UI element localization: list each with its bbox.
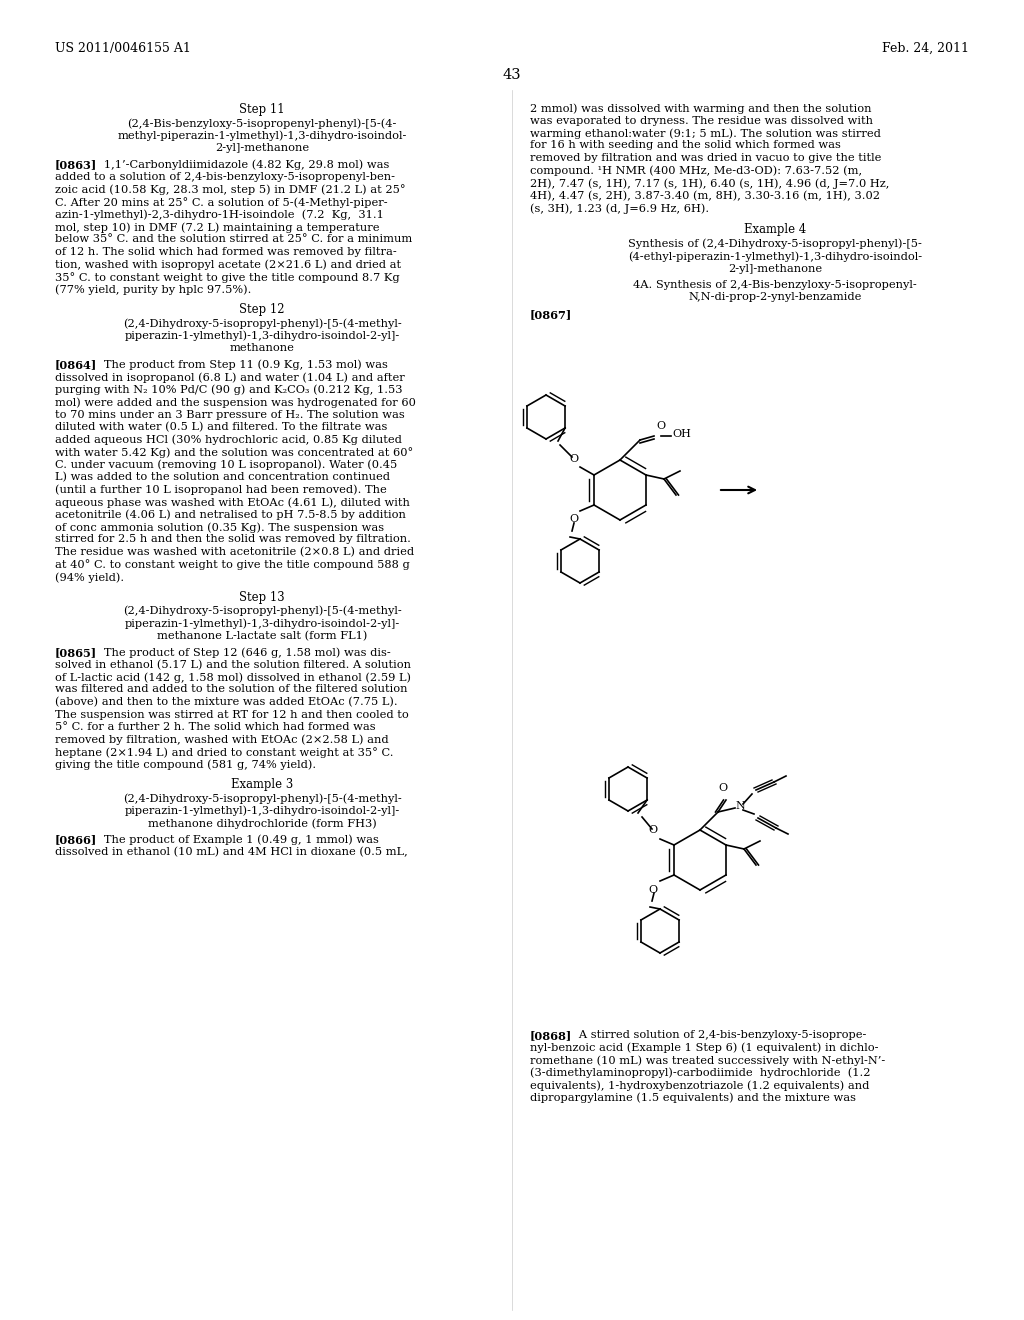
Text: N: N	[735, 801, 744, 810]
Text: 2 mmol) was dissolved with warming and then the solution: 2 mmol) was dissolved with warming and t…	[530, 103, 871, 114]
Text: O: O	[719, 783, 728, 793]
Text: 2-yl]-methanone: 2-yl]-methanone	[215, 143, 309, 153]
Text: Step 13: Step 13	[240, 590, 285, 603]
Text: 4A. Synthesis of 2,4-Bis-benzyloxy-5-isopropenyl-: 4A. Synthesis of 2,4-Bis-benzyloxy-5-iso…	[633, 280, 916, 290]
Text: nyl-benzoic acid (Example 1 Step 6) (1 equivalent) in dichlo-: nyl-benzoic acid (Example 1 Step 6) (1 e…	[530, 1043, 879, 1053]
Text: was evaporated to dryness. The residue was dissolved with: was evaporated to dryness. The residue w…	[530, 116, 873, 125]
Text: solved in ethanol (5.17 L) and the solution filtered. A solution: solved in ethanol (5.17 L) and the solut…	[55, 660, 411, 669]
Text: (2,4-Dihydroxy-5-isopropyl-phenyl)-[5-(4-methyl-: (2,4-Dihydroxy-5-isopropyl-phenyl)-[5-(4…	[123, 318, 401, 329]
Text: Synthesis of (2,4-Dihydroxy-5-isopropyl-phenyl)-[5-: Synthesis of (2,4-Dihydroxy-5-isopropyl-…	[628, 239, 922, 249]
Text: zoic acid (10.58 Kg, 28.3 mol, step 5) in DMF (21.2 L) at 25°: zoic acid (10.58 Kg, 28.3 mol, step 5) i…	[55, 185, 406, 195]
Text: of conc ammonia solution (0.35 Kg). The suspension was: of conc ammonia solution (0.35 Kg). The …	[55, 521, 384, 532]
Text: was filtered and added to the solution of the filtered solution: was filtered and added to the solution o…	[55, 685, 408, 694]
Text: stirred for 2.5 h and then the solid was removed by filtration.: stirred for 2.5 h and then the solid was…	[55, 535, 411, 544]
Text: methanone: methanone	[229, 343, 295, 352]
Text: dipropargylamine (1.5 equivalents) and the mixture was: dipropargylamine (1.5 equivalents) and t…	[530, 1093, 856, 1104]
Text: 43: 43	[503, 69, 521, 82]
Text: mol, step 10) in DMF (7.2 L) maintaining a temperature: mol, step 10) in DMF (7.2 L) maintaining…	[55, 222, 380, 232]
Text: removed by filtration, washed with EtOAc (2×2.58 L) and: removed by filtration, washed with EtOAc…	[55, 734, 389, 744]
Text: below 35° C. and the solution stirred at 25° C. for a minimum: below 35° C. and the solution stirred at…	[55, 235, 413, 244]
Text: (above) and then to the mixture was added EtOAc (7.75 L).: (above) and then to the mixture was adde…	[55, 697, 397, 708]
Text: [0867]: [0867]	[530, 309, 572, 319]
Text: Example 4: Example 4	[743, 223, 806, 236]
Text: dissolved in isopropanol (6.8 L) and water (1.04 L) and after: dissolved in isopropanol (6.8 L) and wat…	[55, 372, 404, 383]
Text: C. under vacuum (removing 10 L isopropanol). Water (0.45: C. under vacuum (removing 10 L isopropan…	[55, 459, 397, 470]
Text: diluted with water (0.5 L) and filtered. To the filtrate was: diluted with water (0.5 L) and filtered.…	[55, 422, 387, 433]
Text: methanone dihydrochloride (form FH3): methanone dihydrochloride (form FH3)	[147, 818, 377, 829]
Text: piperazin-1-ylmethyl)-1,3-dihydro-isoindol-2-yl]-: piperazin-1-ylmethyl)-1,3-dihydro-isoind…	[124, 618, 399, 628]
Text: with water 5.42 Kg) and the solution was concentrated at 60°: with water 5.42 Kg) and the solution was…	[55, 447, 414, 458]
Text: Step 12: Step 12	[240, 304, 285, 315]
Text: (s, 3H), 1.23 (d, J=6.9 Hz, 6H).: (s, 3H), 1.23 (d, J=6.9 Hz, 6H).	[530, 203, 710, 214]
Text: (3-dimethylaminopropyl)-carbodiimide  hydrochloride  (1.2: (3-dimethylaminopropyl)-carbodiimide hyd…	[530, 1068, 870, 1078]
Text: added to a solution of 2,4-bis-benzyloxy-5-isopropenyl-ben-: added to a solution of 2,4-bis-benzyloxy…	[55, 172, 395, 182]
Text: acetonitrile (4.06 L) and netralised to pH 7.5-8.5 by addition: acetonitrile (4.06 L) and netralised to …	[55, 510, 406, 520]
Text: O: O	[569, 454, 579, 465]
Text: C. After 20 mins at 25° C. a solution of 5-(4-Methyl-piper-: C. After 20 mins at 25° C. a solution of…	[55, 197, 388, 207]
Text: The product from Step 11 (0.9 Kg, 1.53 mol) was: The product from Step 11 (0.9 Kg, 1.53 m…	[93, 359, 388, 370]
Text: purging with N₂ 10% Pd/C (90 g) and K₂CO₃ (0.212 Kg, 1.53: purging with N₂ 10% Pd/C (90 g) and K₂CO…	[55, 384, 402, 395]
Text: romethane (10 mL) was treated successively with N-ethyl-N’-: romethane (10 mL) was treated successive…	[530, 1055, 886, 1065]
Text: US 2011/0046155 A1: US 2011/0046155 A1	[55, 42, 190, 55]
Text: O: O	[656, 421, 666, 432]
Text: 5° C. for a further 2 h. The solid which had formed was: 5° C. for a further 2 h. The solid which…	[55, 722, 376, 733]
Text: added aqueous HCl (30% hydrochloric acid, 0.85 Kg diluted: added aqueous HCl (30% hydrochloric acid…	[55, 434, 401, 445]
Text: 2-yl]-methanone: 2-yl]-methanone	[728, 264, 822, 273]
Text: 2H), 7.47 (s, 1H), 7.17 (s, 1H), 6.40 (s, 1H), 4.96 (d, J=7.0 Hz,: 2H), 7.47 (s, 1H), 7.17 (s, 1H), 6.40 (s…	[530, 178, 890, 189]
Text: The product of Example 1 (0.49 g, 1 mmol) was: The product of Example 1 (0.49 g, 1 mmol…	[93, 834, 379, 845]
Text: (77% yield, purity by hplc 97.5%).: (77% yield, purity by hplc 97.5%).	[55, 285, 251, 296]
Text: (until a further 10 L isopropanol had been removed). The: (until a further 10 L isopropanol had be…	[55, 484, 387, 495]
Text: O: O	[648, 825, 657, 836]
Text: methyl-piperazin-1-ylmethyl)-1,3-dihydro-isoindol-: methyl-piperazin-1-ylmethyl)-1,3-dihydro…	[118, 131, 407, 141]
Text: A stirred solution of 2,4-bis-benzyloxy-5-isoprope-: A stirred solution of 2,4-bis-benzyloxy-…	[568, 1030, 866, 1040]
Text: tion, washed with isopropyl acetate (2×21.6 L) and dried at: tion, washed with isopropyl acetate (2×2…	[55, 260, 401, 271]
Text: [0868]: [0868]	[530, 1030, 572, 1041]
Text: [0865]: [0865]	[55, 647, 97, 657]
Text: [0863]: [0863]	[55, 160, 97, 170]
Text: giving the title compound (581 g, 74% yield).: giving the title compound (581 g, 74% yi…	[55, 759, 316, 770]
Text: L) was added to the solution and concentration continued: L) was added to the solution and concent…	[55, 473, 390, 482]
Text: OH: OH	[672, 429, 691, 440]
Text: piperazin-1-ylmethyl)-1,3-dihydro-isoindol-2-yl]-: piperazin-1-ylmethyl)-1,3-dihydro-isoind…	[124, 805, 399, 816]
Text: compound. ¹H NMR (400 MHz, Me-d3-OD): 7.63-7.52 (m,: compound. ¹H NMR (400 MHz, Me-d3-OD): 7.…	[530, 165, 862, 176]
Text: (94% yield).: (94% yield).	[55, 572, 124, 582]
Text: warming ethanol:water (9:1; 5 mL). The solution was stirred: warming ethanol:water (9:1; 5 mL). The s…	[530, 128, 881, 139]
Text: for 16 h with seeding and the solid which formed was: for 16 h with seeding and the solid whic…	[530, 140, 841, 150]
Text: of 12 h. The solid which had formed was removed by filtra-: of 12 h. The solid which had formed was …	[55, 247, 396, 257]
Text: to 70 mins under an 3 Barr pressure of H₂. The solution was: to 70 mins under an 3 Barr pressure of H…	[55, 409, 404, 420]
Text: equivalents), 1-hydroxybenzotriazole (1.2 equivalents) and: equivalents), 1-hydroxybenzotriazole (1.…	[530, 1080, 869, 1090]
Text: O: O	[648, 884, 657, 895]
Text: heptane (2×1.94 L) and dried to constant weight at 35° C.: heptane (2×1.94 L) and dried to constant…	[55, 747, 393, 758]
Text: (2,4-Dihydroxy-5-isopropyl-phenyl)-[5-(4-methyl-: (2,4-Dihydroxy-5-isopropyl-phenyl)-[5-(4…	[123, 793, 401, 804]
Text: O: O	[569, 513, 579, 524]
Text: The product of Step 12 (646 g, 1.58 mol) was dis-: The product of Step 12 (646 g, 1.58 mol)…	[93, 647, 391, 657]
Text: mol) were added and the suspension was hydrogenated for 60: mol) were added and the suspension was h…	[55, 397, 416, 408]
Text: The residue was washed with acetonitrile (2×0.8 L) and dried: The residue was washed with acetonitrile…	[55, 546, 414, 557]
Text: (2,4-Dihydroxy-5-isopropyl-phenyl)-[5-(4-methyl-: (2,4-Dihydroxy-5-isopropyl-phenyl)-[5-(4…	[123, 606, 401, 616]
Text: methanone L-lactate salt (form FL1): methanone L-lactate salt (form FL1)	[157, 631, 368, 640]
Text: The suspension was stirred at RT for 12 h and then cooled to: The suspension was stirred at RT for 12 …	[55, 710, 409, 719]
Text: aqueous phase was washed with EtOAc (4.61 L), diluted with: aqueous phase was washed with EtOAc (4.6…	[55, 498, 410, 508]
Text: [0866]: [0866]	[55, 834, 97, 846]
Text: [0864]: [0864]	[55, 359, 97, 371]
Text: dissolved in ethanol (10 mL) and 4M HCl in dioxane (0.5 mL,: dissolved in ethanol (10 mL) and 4M HCl …	[55, 847, 408, 858]
Text: 35° C. to constant weight to give the title compound 8.7 Kg: 35° C. to constant weight to give the ti…	[55, 272, 399, 282]
Text: of L-lactic acid (142 g, 1.58 mol) dissolved in ethanol (2.59 L): of L-lactic acid (142 g, 1.58 mol) disso…	[55, 672, 411, 682]
Text: 1,1’-Carbonyldiimidazole (4.82 Kg, 29.8 mol) was: 1,1’-Carbonyldiimidazole (4.82 Kg, 29.8 …	[93, 160, 389, 170]
Text: N,N-di-prop-2-ynyl-benzamide: N,N-di-prop-2-ynyl-benzamide	[688, 293, 861, 302]
Text: Step 11: Step 11	[240, 103, 285, 116]
Text: (2,4-Bis-benzyloxy-5-isopropenyl-phenyl)-[5-(4-: (2,4-Bis-benzyloxy-5-isopropenyl-phenyl)…	[127, 117, 396, 128]
Text: removed by filtration and was dried in vacuo to give the title: removed by filtration and was dried in v…	[530, 153, 882, 162]
Text: at 40° C. to constant weight to give the title compound 588 g: at 40° C. to constant weight to give the…	[55, 560, 410, 570]
Text: Example 3: Example 3	[230, 777, 293, 791]
Text: azin-1-ylmethyl)-2,3-dihydro-1H-isoindole  (7.2  Kg,  31.1: azin-1-ylmethyl)-2,3-dihydro-1H-isoindol…	[55, 210, 384, 220]
Text: Feb. 24, 2011: Feb. 24, 2011	[882, 42, 969, 55]
Text: piperazin-1-ylmethyl)-1,3-dihydro-isoindol-2-yl]-: piperazin-1-ylmethyl)-1,3-dihydro-isoind…	[124, 330, 399, 341]
Text: 4H), 4.47 (s, 2H), 3.87-3.40 (m, 8H), 3.30-3.16 (m, 1H), 3.02: 4H), 4.47 (s, 2H), 3.87-3.40 (m, 8H), 3.…	[530, 190, 880, 201]
Text: (4-ethyl-piperazin-1-ylmethyl)-1,3-dihydro-isoindol-: (4-ethyl-piperazin-1-ylmethyl)-1,3-dihyd…	[628, 251, 922, 261]
